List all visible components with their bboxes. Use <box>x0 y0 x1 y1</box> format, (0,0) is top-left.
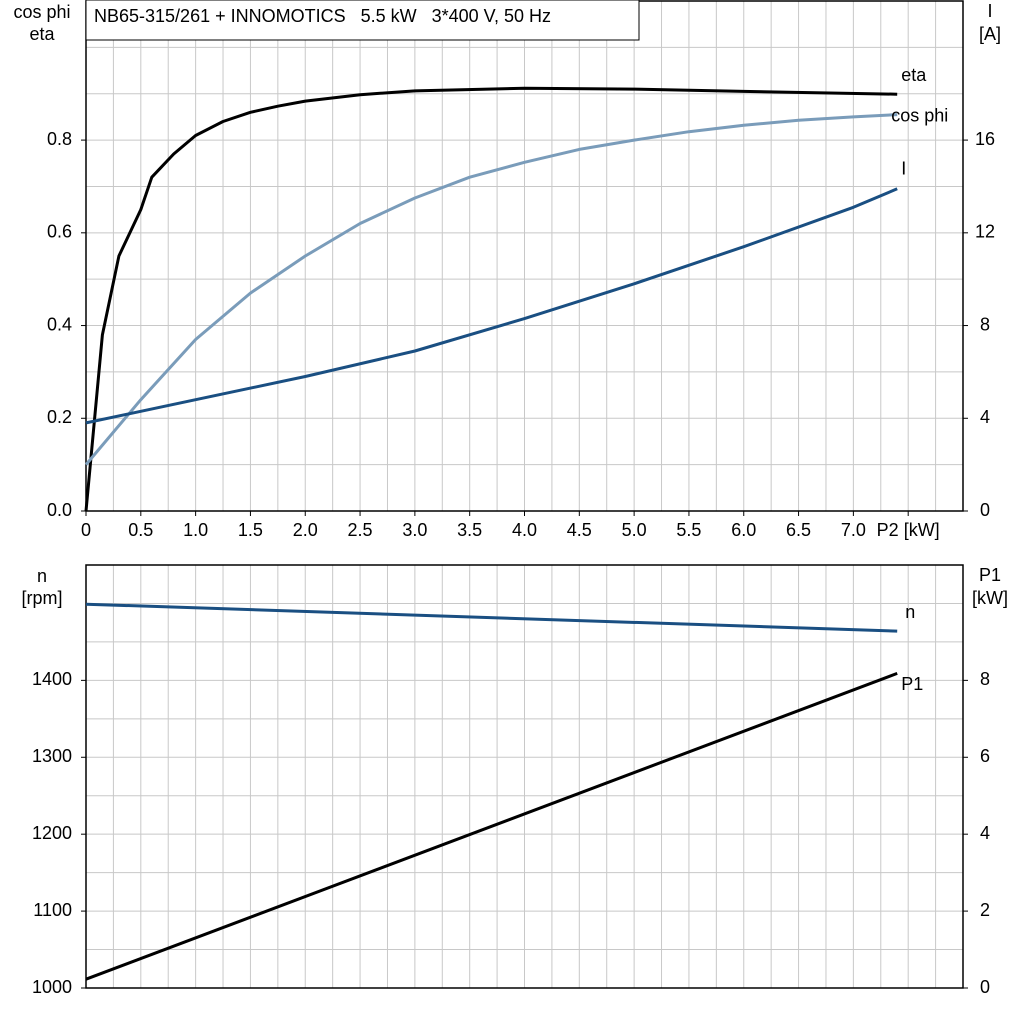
x-tick-label: 2.0 <box>293 520 318 540</box>
x-tick-label: 6.0 <box>731 520 756 540</box>
x-tick-label: 1.5 <box>238 520 263 540</box>
y2-tick-label: 0 <box>980 977 990 997</box>
x-tick-label: 6.5 <box>786 520 811 540</box>
y-tick-label: 0.4 <box>47 314 72 334</box>
x-tick-label: 5.5 <box>676 520 701 540</box>
x-tick-label: 3.0 <box>402 520 427 540</box>
y2-axis-label: [kW] <box>972 588 1008 608</box>
y2-axis-label: [A] <box>979 24 1001 44</box>
series-label: cos phi <box>891 105 948 125</box>
y2-tick-label: 0 <box>980 500 990 520</box>
y2-axis-label: P1 <box>979 565 1001 585</box>
x-tick-label: 5.0 <box>622 520 647 540</box>
y-tick-label: 1300 <box>32 746 72 766</box>
x-tick-label: 7.0 <box>841 520 866 540</box>
y-tick-label: 1400 <box>32 669 72 689</box>
series-line <box>84 113 898 466</box>
series-label: n <box>905 602 915 622</box>
x-tick-label: P2 [kW] <box>877 520 940 540</box>
series-line <box>85 602 898 633</box>
y-tick-label: 1000 <box>32 977 72 997</box>
y-axis-label: cos phi <box>13 2 70 22</box>
y-tick-label: 0.6 <box>47 222 72 242</box>
y2-tick-label: 2 <box>980 900 990 920</box>
series-label: P1 <box>901 674 923 694</box>
series-line <box>85 671 898 981</box>
x-tick-label: 1.0 <box>183 520 208 540</box>
series-label: I <box>901 159 906 179</box>
series-line <box>84 86 898 512</box>
y-tick-label: 1200 <box>32 823 72 843</box>
y2-tick-label: 4 <box>980 823 990 843</box>
y-tick-label: 0.2 <box>47 407 72 427</box>
x-tick-label: 4.0 <box>512 520 537 540</box>
x-tick-label: 3.5 <box>457 520 482 540</box>
series-line <box>85 187 898 425</box>
plot-frame <box>85 564 964 989</box>
y-axis-label: eta <box>29 24 55 44</box>
x-tick-label: 0.5 <box>128 520 153 540</box>
title-box <box>85 0 640 41</box>
y2-tick-label: 16 <box>975 129 995 149</box>
y-axis-label: n <box>37 566 47 586</box>
y-tick-label: 0.0 <box>47 500 72 520</box>
y-axis-label: [rpm] <box>21 588 62 608</box>
x-tick-label: 2.5 <box>348 520 373 540</box>
x-tick-label: 4.5 <box>567 520 592 540</box>
x-tick-label: 0 <box>81 520 91 540</box>
y-tick-label: 0.8 <box>47 129 72 149</box>
chart-title: NB65-315/261 + INNOMOTICS 5.5 kW 3*400 V… <box>94 6 551 26</box>
y2-axis-label: I <box>987 1 992 21</box>
y2-tick-label: 8 <box>980 669 990 689</box>
y2-tick-label: 6 <box>980 746 990 766</box>
series-label: eta <box>901 65 927 85</box>
y-tick-label: 1100 <box>33 900 72 920</box>
y2-tick-label: 4 <box>980 407 990 427</box>
y2-tick-label: 12 <box>975 222 995 242</box>
y2-tick-label: 8 <box>980 314 990 334</box>
